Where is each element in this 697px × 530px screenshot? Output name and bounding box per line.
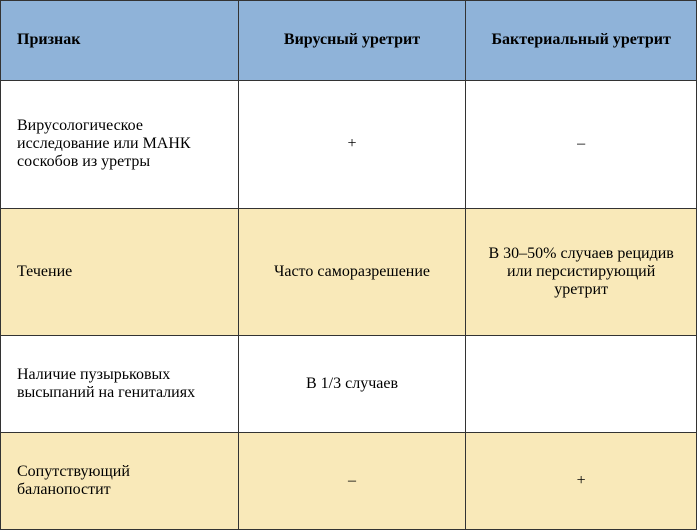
table-header-row: Признак Вирусный уретрит Бактериальный у… (1, 1, 697, 81)
cell-sign: Сопутствующий баланопостит (1, 433, 239, 530)
table-row: Вирусологическое исследование или МАНК с… (1, 80, 697, 208)
table-row: Наличие пузырьковых высыпаний на генитал… (1, 336, 697, 433)
cell-viral: + (238, 80, 466, 208)
header-bacterial: Бактериальный уретрит (466, 1, 697, 81)
cell-sign: Вирусологическое исследование или МАНК с… (1, 80, 239, 208)
cell-bacterial: В 30–50% случаев рецидив или персистирую… (466, 208, 697, 336)
cell-sign: Течение (1, 208, 239, 336)
cell-viral: Часто саморазрешение (238, 208, 466, 336)
header-sign: Признак (1, 1, 239, 81)
cell-viral: – (238, 433, 466, 530)
cell-bacterial: + (466, 433, 697, 530)
header-viral: Вирусный уретрит (238, 1, 466, 81)
cell-bacterial (466, 336, 697, 433)
cell-bacterial: – (466, 80, 697, 208)
cell-viral: В 1/3 случаев (238, 336, 466, 433)
table-row: Сопутствующий баланопостит – + (1, 433, 697, 530)
cell-sign: Наличие пузырьковых высыпаний на генитал… (1, 336, 239, 433)
table-row: Течение Часто саморазрешение В 30–50% сл… (1, 208, 697, 336)
comparison-table: Признак Вирусный уретрит Бактериальный у… (0, 0, 697, 530)
